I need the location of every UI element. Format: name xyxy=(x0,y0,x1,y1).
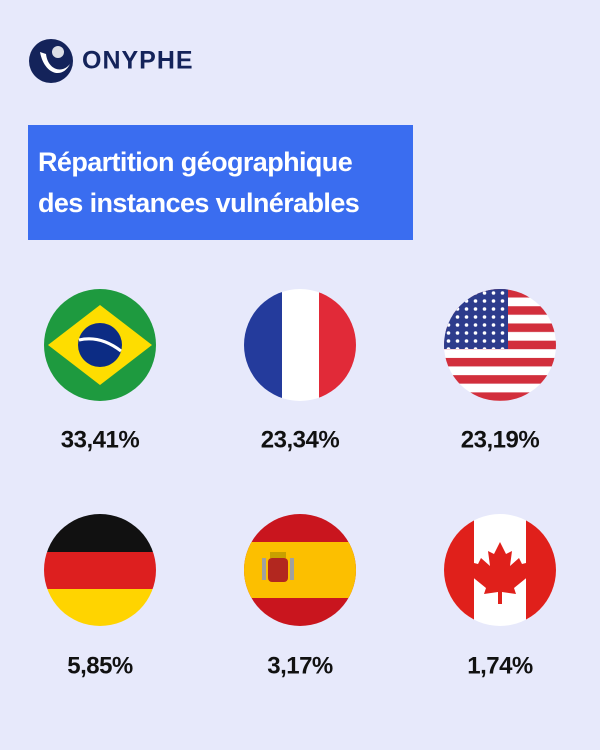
title-banner xyxy=(28,125,413,240)
percentage: 5,85% xyxy=(67,652,133,679)
title-line: des instances vulnérables xyxy=(38,188,359,218)
flag-canada xyxy=(444,514,556,626)
percentage: 33,41% xyxy=(61,426,140,453)
flag-spain xyxy=(244,514,356,626)
title-line: Répartition géographique xyxy=(38,147,353,177)
flag-germany xyxy=(44,514,156,626)
percentage: 3,17% xyxy=(267,652,333,679)
percentage: 23,34% xyxy=(261,426,340,453)
flag-usa xyxy=(444,289,556,401)
flag-france xyxy=(244,289,356,401)
brand-name: ONYPHE xyxy=(82,47,194,75)
flag-brazil xyxy=(44,289,156,401)
logo xyxy=(29,39,73,83)
percentage: 23,19% xyxy=(461,426,540,453)
percentage: 1,74% xyxy=(467,652,533,679)
